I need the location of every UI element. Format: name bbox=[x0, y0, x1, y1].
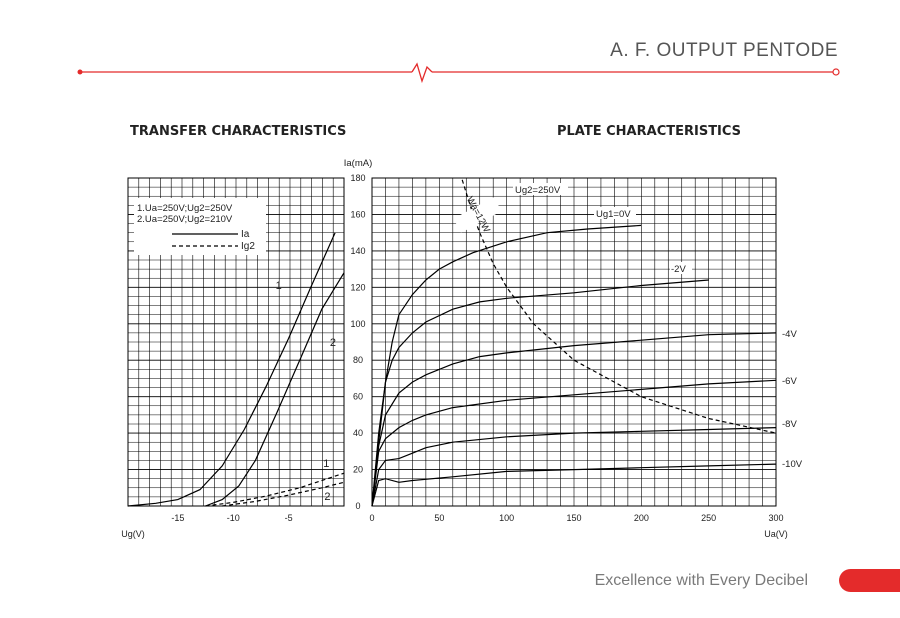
plate-y-tick-label: 80 bbox=[353, 355, 363, 365]
plate-y-tick-label: 180 bbox=[350, 173, 365, 183]
label-bg bbox=[670, 262, 692, 274]
transfer-series-label-2: 2 bbox=[330, 337, 336, 349]
plate-series-6v bbox=[371, 379, 777, 507]
transfer-series-ig2-2 bbox=[222, 481, 345, 507]
plate-grid-frame bbox=[371, 177, 777, 507]
plate-series-label-0v: Ug1=0V bbox=[596, 209, 631, 220]
legend-label-ia: Ia bbox=[241, 229, 250, 240]
plate-y-tick-label: 160 bbox=[350, 209, 365, 219]
transfer-chart-title: TRANSFER CHARACTERISTICS bbox=[130, 124, 347, 139]
transfer-x-axis-label: Ug(V) bbox=[121, 529, 145, 539]
plate-y-tick-label: 20 bbox=[353, 465, 363, 475]
plate-series-4v bbox=[371, 332, 777, 507]
footer-accent-tab bbox=[839, 569, 900, 592]
transfer-grid-frame bbox=[127, 177, 345, 507]
plate-series-label-6v: -6V bbox=[782, 376, 797, 387]
plate-y-tick-label: 60 bbox=[353, 392, 363, 402]
plate-x-tick-label: 0 bbox=[369, 513, 374, 523]
plate-series-label-8v: -8V bbox=[782, 419, 797, 430]
annotation-bg bbox=[513, 183, 568, 195]
transfer-series-ia-1 bbox=[127, 232, 336, 507]
plate-x-tick-label: 150 bbox=[566, 513, 581, 523]
legend-label-ig2: Ig2 bbox=[241, 241, 255, 252]
plate-chart-title: PLATE CHARACTERISTICS bbox=[557, 124, 742, 139]
plate-series-10v bbox=[371, 463, 777, 507]
plate-series-ug10v bbox=[371, 224, 642, 507]
plate-y-tick-label: 100 bbox=[350, 319, 365, 329]
footer-tagline: Excellence with Every Decibel bbox=[594, 572, 808, 589]
transfer-series-ig2-1 bbox=[205, 472, 345, 507]
plate-series-label-4v: -4V bbox=[782, 329, 797, 340]
plate-y-tick-label: 0 bbox=[355, 501, 360, 511]
plate-x-tick-label: 100 bbox=[499, 513, 514, 523]
transfer-ig2-label-1: 1 bbox=[323, 458, 329, 470]
plate-y-tick-label: 140 bbox=[350, 246, 365, 256]
wa-label-bg bbox=[453, 197, 502, 233]
transfer-series bbox=[127, 232, 345, 507]
plate-x-axis-label: Ua(V) bbox=[764, 529, 788, 539]
chart-labels: -15 -10 -5 Ug(V) 1 2 1 2 1.Ua=250V;Ug2=250V2.Ua=… bbox=[121, 158, 802, 539]
plate-grid bbox=[371, 177, 777, 507]
transfer-series-label-1: 1 bbox=[276, 280, 282, 292]
plate-y-tick-label: 40 bbox=[353, 428, 363, 438]
plate-series-label-2v: -2V bbox=[671, 264, 686, 275]
plate-ug2-annotation: Ug2=250V bbox=[515, 185, 561, 196]
plate-x-tick-label: 200 bbox=[634, 513, 649, 523]
transfer-ig2-label-2: 2 bbox=[324, 491, 330, 503]
plate-y-tick-label: 120 bbox=[350, 282, 365, 292]
label-bg bbox=[594, 207, 636, 219]
plate-x-tick-label: 50 bbox=[434, 513, 444, 523]
header-divider bbox=[77, 62, 840, 84]
legend-condition-2: 2.Ua=250V;Ug2=210V bbox=[137, 214, 233, 225]
plate-series-8v bbox=[371, 427, 777, 507]
transfer-x-tick-label: -10 bbox=[227, 513, 240, 523]
transfer-x-tick-label: -5 bbox=[285, 513, 293, 523]
transfer-x-tick-label: -15 bbox=[171, 513, 184, 523]
page-title: A. F. OUTPUT PENTODE bbox=[610, 40, 838, 61]
plate-x-tick-label: 300 bbox=[768, 513, 783, 523]
plate-series-label-10v: -10V bbox=[782, 459, 803, 470]
plate-series-2v bbox=[371, 279, 709, 507]
legend-condition-1: 1.Ua=250V;Ug2=250V bbox=[137, 203, 233, 214]
plate-x-tick-label: 250 bbox=[701, 513, 716, 523]
plate-y-axis-label: Ia(mA) bbox=[344, 158, 373, 169]
transfer-series-ia-2 bbox=[205, 272, 345, 507]
